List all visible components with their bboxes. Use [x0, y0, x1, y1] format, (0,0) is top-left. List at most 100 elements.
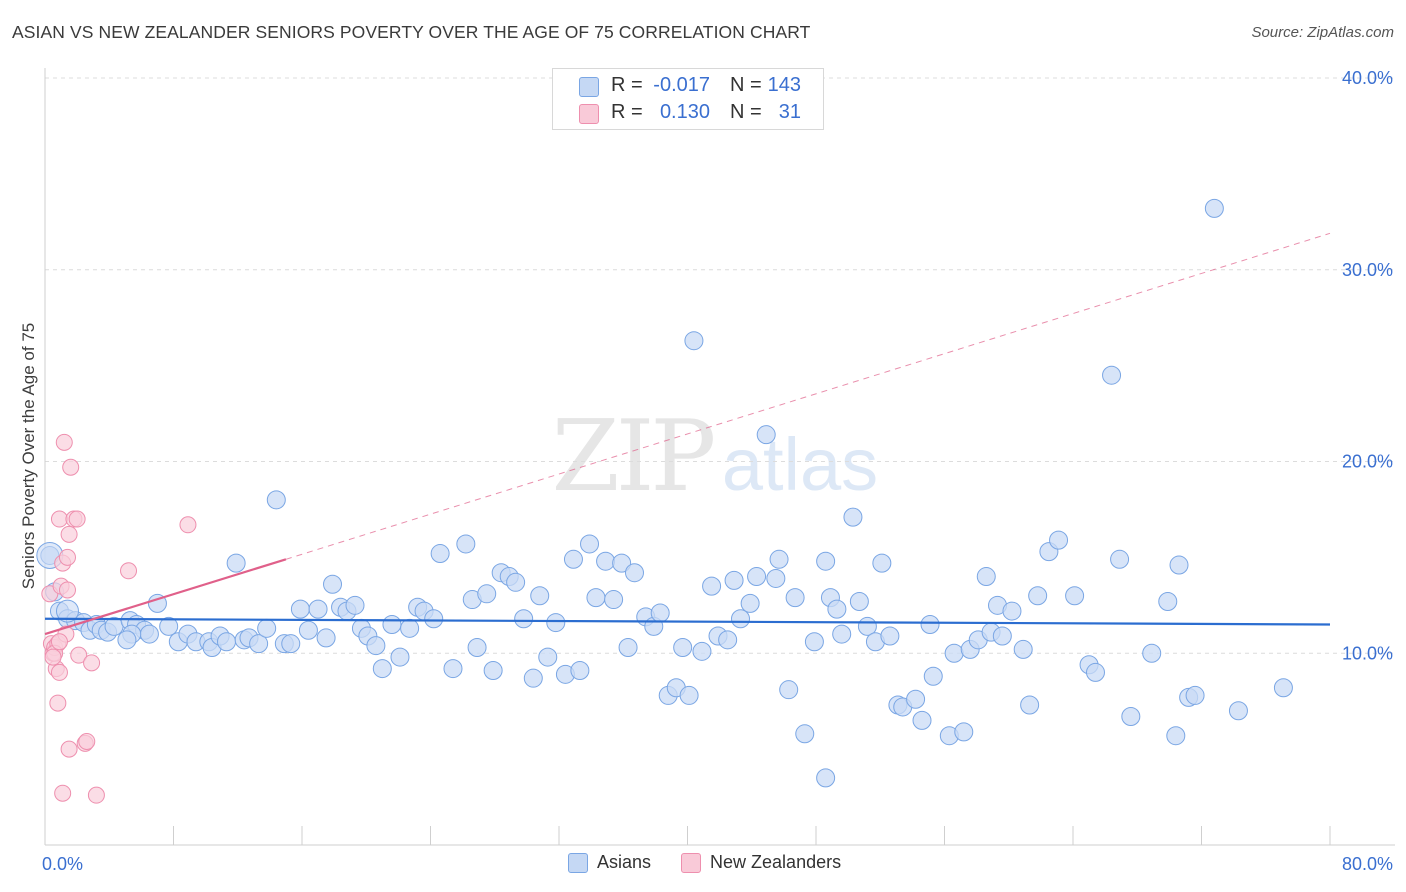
asians-point [1273, 678, 1293, 698]
asians-point [506, 572, 526, 592]
asians-point [523, 668, 543, 688]
nz-point [50, 510, 68, 528]
asians-point [1002, 601, 1022, 621]
nz-n-label: N = [730, 101, 762, 123]
asians-point [467, 637, 487, 657]
asians-point [217, 632, 237, 652]
asians-point [1013, 639, 1033, 659]
asians-point [992, 626, 1012, 646]
asians-point [400, 618, 420, 638]
asians-point [618, 637, 638, 657]
asians-point [679, 685, 699, 705]
nz-n-value: 31 [778, 101, 801, 123]
nz-point [58, 581, 76, 599]
asians-point [843, 507, 863, 527]
asians-point [1028, 586, 1048, 606]
asians-point [779, 680, 799, 700]
asians-point [1185, 685, 1205, 705]
asians-point [1065, 586, 1085, 606]
asians-point [323, 574, 343, 594]
nz-point [83, 654, 101, 672]
asians-point [604, 590, 624, 610]
legend-swatch-nz [681, 852, 702, 873]
asians-point [785, 588, 805, 608]
asians-n-label: N = [730, 74, 762, 96]
asians-point [1085, 662, 1105, 682]
asians-point [816, 551, 836, 571]
asians-point [954, 722, 974, 742]
asians-point [316, 628, 336, 648]
nz-point [54, 784, 72, 802]
nz-point [55, 433, 73, 451]
nz-point [68, 510, 86, 528]
asians-point [514, 609, 534, 629]
asians-point [281, 634, 301, 654]
asians-point [718, 630, 738, 650]
asians-point [266, 490, 286, 510]
watermark-zip: ZIP [552, 400, 714, 514]
legend-item-asians[interactable]: Asians [568, 852, 651, 873]
asians-point [1166, 726, 1186, 746]
stats-row-nz: R = 0.130 N = 31 [553, 101, 823, 127]
asians-point [1228, 701, 1248, 721]
asians-point [673, 637, 693, 657]
asians-point [740, 593, 760, 613]
asians-point [832, 624, 852, 644]
asians-point [382, 614, 402, 634]
asians-point [456, 534, 476, 554]
asians-point [827, 599, 847, 619]
series-legend: Asians New Zealanders [568, 852, 841, 873]
asians-point [546, 613, 566, 633]
y-tick-label: 20.0% [1342, 452, 1393, 472]
asians-point [308, 599, 328, 619]
asians-n-value: 143 [767, 74, 801, 96]
y-tick-label: 30.0% [1342, 260, 1393, 280]
chart-source: Source: ZipAtlas.com [1251, 24, 1394, 41]
asians-point [55, 599, 79, 623]
asians-point [650, 603, 670, 623]
nz-point [87, 786, 105, 804]
nz-point [78, 732, 96, 750]
asians-point [724, 570, 744, 590]
asians-point [1142, 643, 1162, 663]
watermark: ZIP atlas [552, 400, 879, 514]
nz-point [50, 633, 68, 651]
nz-point [60, 740, 78, 758]
nz-point [50, 663, 68, 681]
gridlines [45, 77, 1395, 654]
asians-swatch [579, 77, 599, 97]
asians-point [483, 661, 503, 681]
asians-point [756, 425, 776, 445]
nz-point [179, 516, 197, 534]
y-axis-label: Seniors Poverty Over the Age of 75 [19, 323, 38, 589]
asians-point [139, 624, 159, 644]
asians-point [906, 689, 926, 709]
asians-point [159, 616, 179, 636]
tick-labels: 10.0% 20.0% 30.0% 40.0% 0.0% 80.0% [42, 68, 1393, 874]
asians-point [804, 632, 824, 652]
legend-item-nz[interactable]: New Zealanders [681, 852, 841, 873]
axes [44, 68, 1395, 846]
asians-point [390, 647, 410, 667]
asians-point [1020, 695, 1040, 715]
asians-point [976, 567, 996, 587]
nz-trend-extension [285, 232, 1331, 560]
asians-point [795, 724, 815, 744]
stats-legend: R = -0.017 N = 143 R = 0.130 N = 31 [552, 68, 824, 130]
nz-r-value: 0.130 [659, 101, 710, 123]
asians-point [684, 331, 704, 351]
asians-point [290, 599, 310, 619]
asians-point [747, 567, 767, 587]
legend-swatch-asians [568, 852, 588, 873]
asians-point [1169, 555, 1189, 575]
asians-point [366, 636, 386, 656]
asians-point [596, 551, 616, 571]
legend-label-nz: New Zealanders [710, 852, 842, 872]
trend-lines [44, 232, 1331, 636]
asians-point [117, 630, 137, 650]
asians-point [443, 659, 463, 679]
asians-point [702, 576, 722, 596]
nz-point [49, 694, 67, 712]
asians-point [570, 661, 590, 681]
